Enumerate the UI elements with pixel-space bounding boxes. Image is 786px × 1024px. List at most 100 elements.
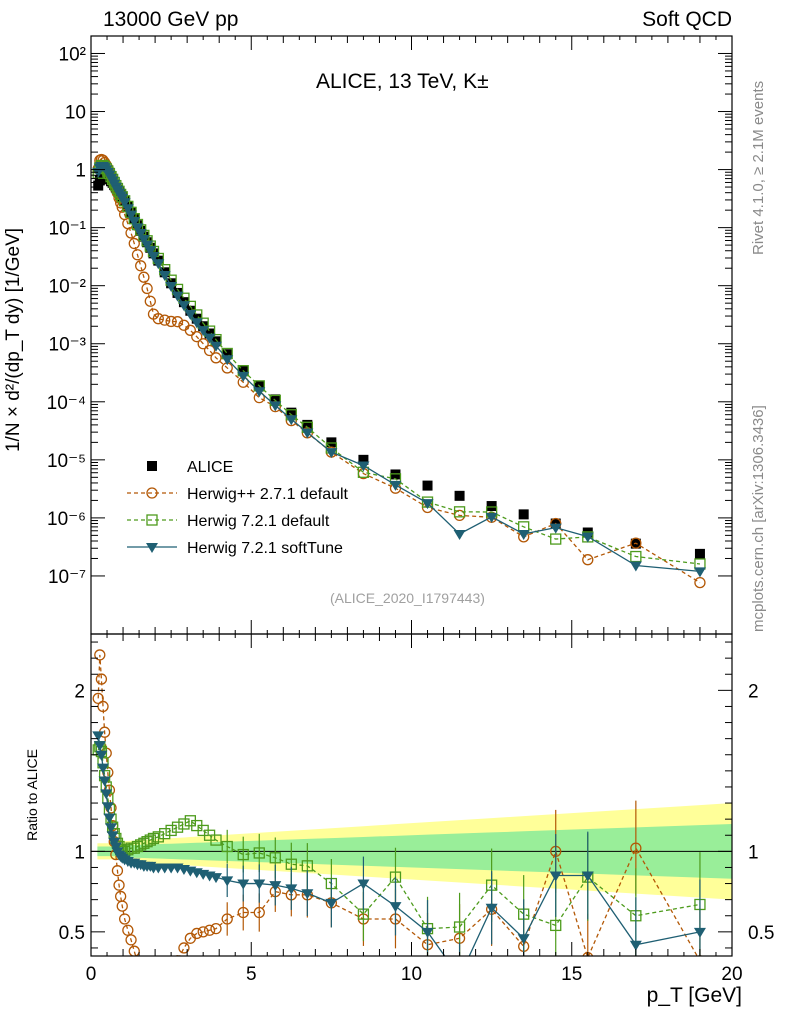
- herwig-721-softtune-main-line: [97, 165, 701, 572]
- herwig-721-softtune-ratio-point: [95, 750, 108, 761]
- herwig-721-softtune-main-point: [190, 318, 203, 329]
- herwig-721-default-ratio-point: [453, 921, 466, 933]
- herwig-721-default-ratio-point: [550, 919, 562, 932]
- herwigpp-271-default-ratio-point: [630, 842, 642, 854]
- herwig-721-softtune-main-point: [485, 512, 498, 523]
- herwig-721-softtune-ratio-point: [209, 873, 222, 884]
- x-tick-label: 20: [721, 964, 742, 985]
- y-tick-label: 10²: [59, 44, 86, 65]
- herwig-721-softtune-main-point: [128, 216, 141, 227]
- herwig-721-softtune-ratio-point: [454, 973, 466, 983]
- herwig-721-softtune-main-point: [269, 401, 282, 412]
- alice-data-point: [222, 349, 233, 360]
- y-axis-label: 1/N × d²/(dp_T dy) [1/GeV]: [3, 227, 24, 453]
- herwig-721-softtune-main-point: [581, 532, 594, 543]
- herwigpp-271-default-ratio-point: [113, 879, 125, 891]
- y-tick-label: 10⁻¹: [49, 219, 87, 240]
- herwigpp-271-default-ratio-point: [125, 934, 137, 946]
- herwigpp-271-default-main-point: [159, 314, 171, 326]
- alice-data-point: [454, 490, 465, 501]
- legend-label: Herwig 7.2.1 default: [187, 513, 330, 530]
- herwig-721-softtune-ratio-point: [389, 902, 402, 913]
- herwigpp-271-default-main-point: [694, 576, 706, 589]
- herwigpp-271-default-ratio-point: [166, 972, 176, 982]
- herwig-721-softtune-ratio-point: [237, 879, 250, 890]
- herwig-721-softtune-main-point: [421, 499, 434, 510]
- herwigpp-271-default-main-point: [184, 324, 197, 336]
- herwigpp-271-default-main-point: [203, 344, 216, 357]
- ratio-y-tick-label: 1: [74, 842, 85, 863]
- herwigpp-271-default-ratio-point: [128, 945, 140, 956]
- herwigpp-271-default-main-point: [191, 331, 203, 343]
- y-tick-label: 10⁻²: [49, 277, 87, 298]
- herwig-721-softtune-main-point: [134, 228, 147, 239]
- herwigpp-271-default-ratio-point: [148, 993, 158, 1003]
- y-tick-label: 10⁻⁷: [48, 567, 86, 588]
- herwigpp-271-default-ratio-point: [178, 942, 190, 954]
- herwig-721-softtune-ratio-point: [97, 763, 110, 774]
- herwig-721-default-ratio-point: [221, 840, 233, 853]
- alice-data-point: [286, 407, 297, 418]
- herwig-721-softtune-main-point: [177, 301, 190, 312]
- herwigpp-271-default-main-point: [197, 338, 209, 350]
- legend-marker: [146, 487, 158, 499]
- herwig-721-softtune-ratio-point: [101, 802, 114, 813]
- herwig-721-softtune-ratio-point: [93, 741, 106, 752]
- herwigpp-271-default-main-point: [135, 260, 147, 272]
- herwig-721-softtune-main-point: [389, 480, 402, 491]
- herwig-721-default-ratio-point: [237, 848, 249, 861]
- herwig-721-default-ratio-point: [253, 847, 265, 859]
- herwig-721-softtune-main-point: [137, 235, 150, 246]
- herwigpp-271-default-ratio-point: [119, 913, 131, 925]
- herwig-721-softtune-main-point: [165, 281, 178, 292]
- herwigpp-271-default-main-point: [630, 537, 642, 549]
- herwig-721-default-main-line: [97, 164, 701, 565]
- herwigpp-271-default-ratio-point: [136, 967, 146, 977]
- herwig-721-softtune-ratio-point: [98, 776, 111, 787]
- herwig-721-softtune-ratio-point: [581, 871, 594, 882]
- legend: ALICE Herwig++ 2.7.1 default Herwig 7.2.1 …: [127, 459, 349, 557]
- alice-data-point: [518, 509, 529, 520]
- herwig-721-softtune-ratio-point: [221, 876, 234, 887]
- herwig-721-softtune-main-point: [301, 428, 314, 439]
- herwig-721-softtune-ratio-point: [285, 884, 298, 895]
- herwig-721-softtune-main-point: [253, 387, 266, 398]
- alice-data-point: [204, 328, 215, 339]
- herwigpp-271-default-ratio-point: [122, 924, 134, 936]
- alice-data-point: [694, 548, 705, 559]
- herwig-721-softtune-main-point: [152, 259, 165, 270]
- x-tick-label: 15: [561, 964, 582, 985]
- herwigpp-271-default-ratio-point: [221, 913, 233, 925]
- herwigpp-271-default-ratio-point: [95, 673, 108, 685]
- alice-data-point: [270, 394, 281, 405]
- herwig-721-softtune-ratio-point: [269, 881, 282, 892]
- herwig-721-softtune-main-point: [237, 371, 250, 382]
- y-tick-label: 10⁻⁵: [47, 451, 86, 472]
- herwig-721-softtune-ratio-point: [549, 871, 562, 882]
- alice-data-point: [210, 336, 221, 347]
- herwigpp-271-default-ratio-point: [174, 955, 181, 956]
- herwig-721-softtune-ratio-point: [517, 934, 530, 945]
- ratio-y-tick-label-right: 2: [748, 681, 759, 702]
- herwigpp-271-default-main-point: [141, 282, 153, 295]
- plot-title-text: ALICE, 13 TeV, K±: [316, 70, 489, 93]
- alice-data-point: [422, 480, 433, 491]
- alice-data-point: [358, 454, 369, 465]
- legend-label: Herwig 7.2.1 softTune: [187, 540, 343, 557]
- herwig-721-softtune-ratio-point: [357, 879, 370, 890]
- herwigpp-271-default-ratio-point: [111, 865, 124, 877]
- y-tick-label: 10⁻⁶: [47, 509, 86, 530]
- plot-title: ALICE, 13 TeV, K±: [316, 70, 489, 94]
- herwig-721-softtune-ratio-point: [253, 879, 266, 890]
- herwig-721-softtune-ratio-point: [103, 813, 116, 824]
- herwig-721-softtune-ratio-point: [693, 927, 706, 938]
- herwigpp-271-default-main-point: [171, 316, 184, 328]
- herwig-721-softtune-main-point: [453, 529, 466, 540]
- herwig-721-default-ratio-point: [269, 852, 281, 864]
- herwig-721-softtune-ratio-point: [105, 823, 118, 834]
- herwig-721-softtune-main-point: [549, 523, 562, 534]
- herwigpp-271-default-main-point: [128, 237, 140, 250]
- herwigpp-271-default-ratio-point: [92, 692, 104, 705]
- ratio-plot-markers: [92, 649, 706, 1003]
- y-tick-label: 10⁻³: [49, 335, 87, 356]
